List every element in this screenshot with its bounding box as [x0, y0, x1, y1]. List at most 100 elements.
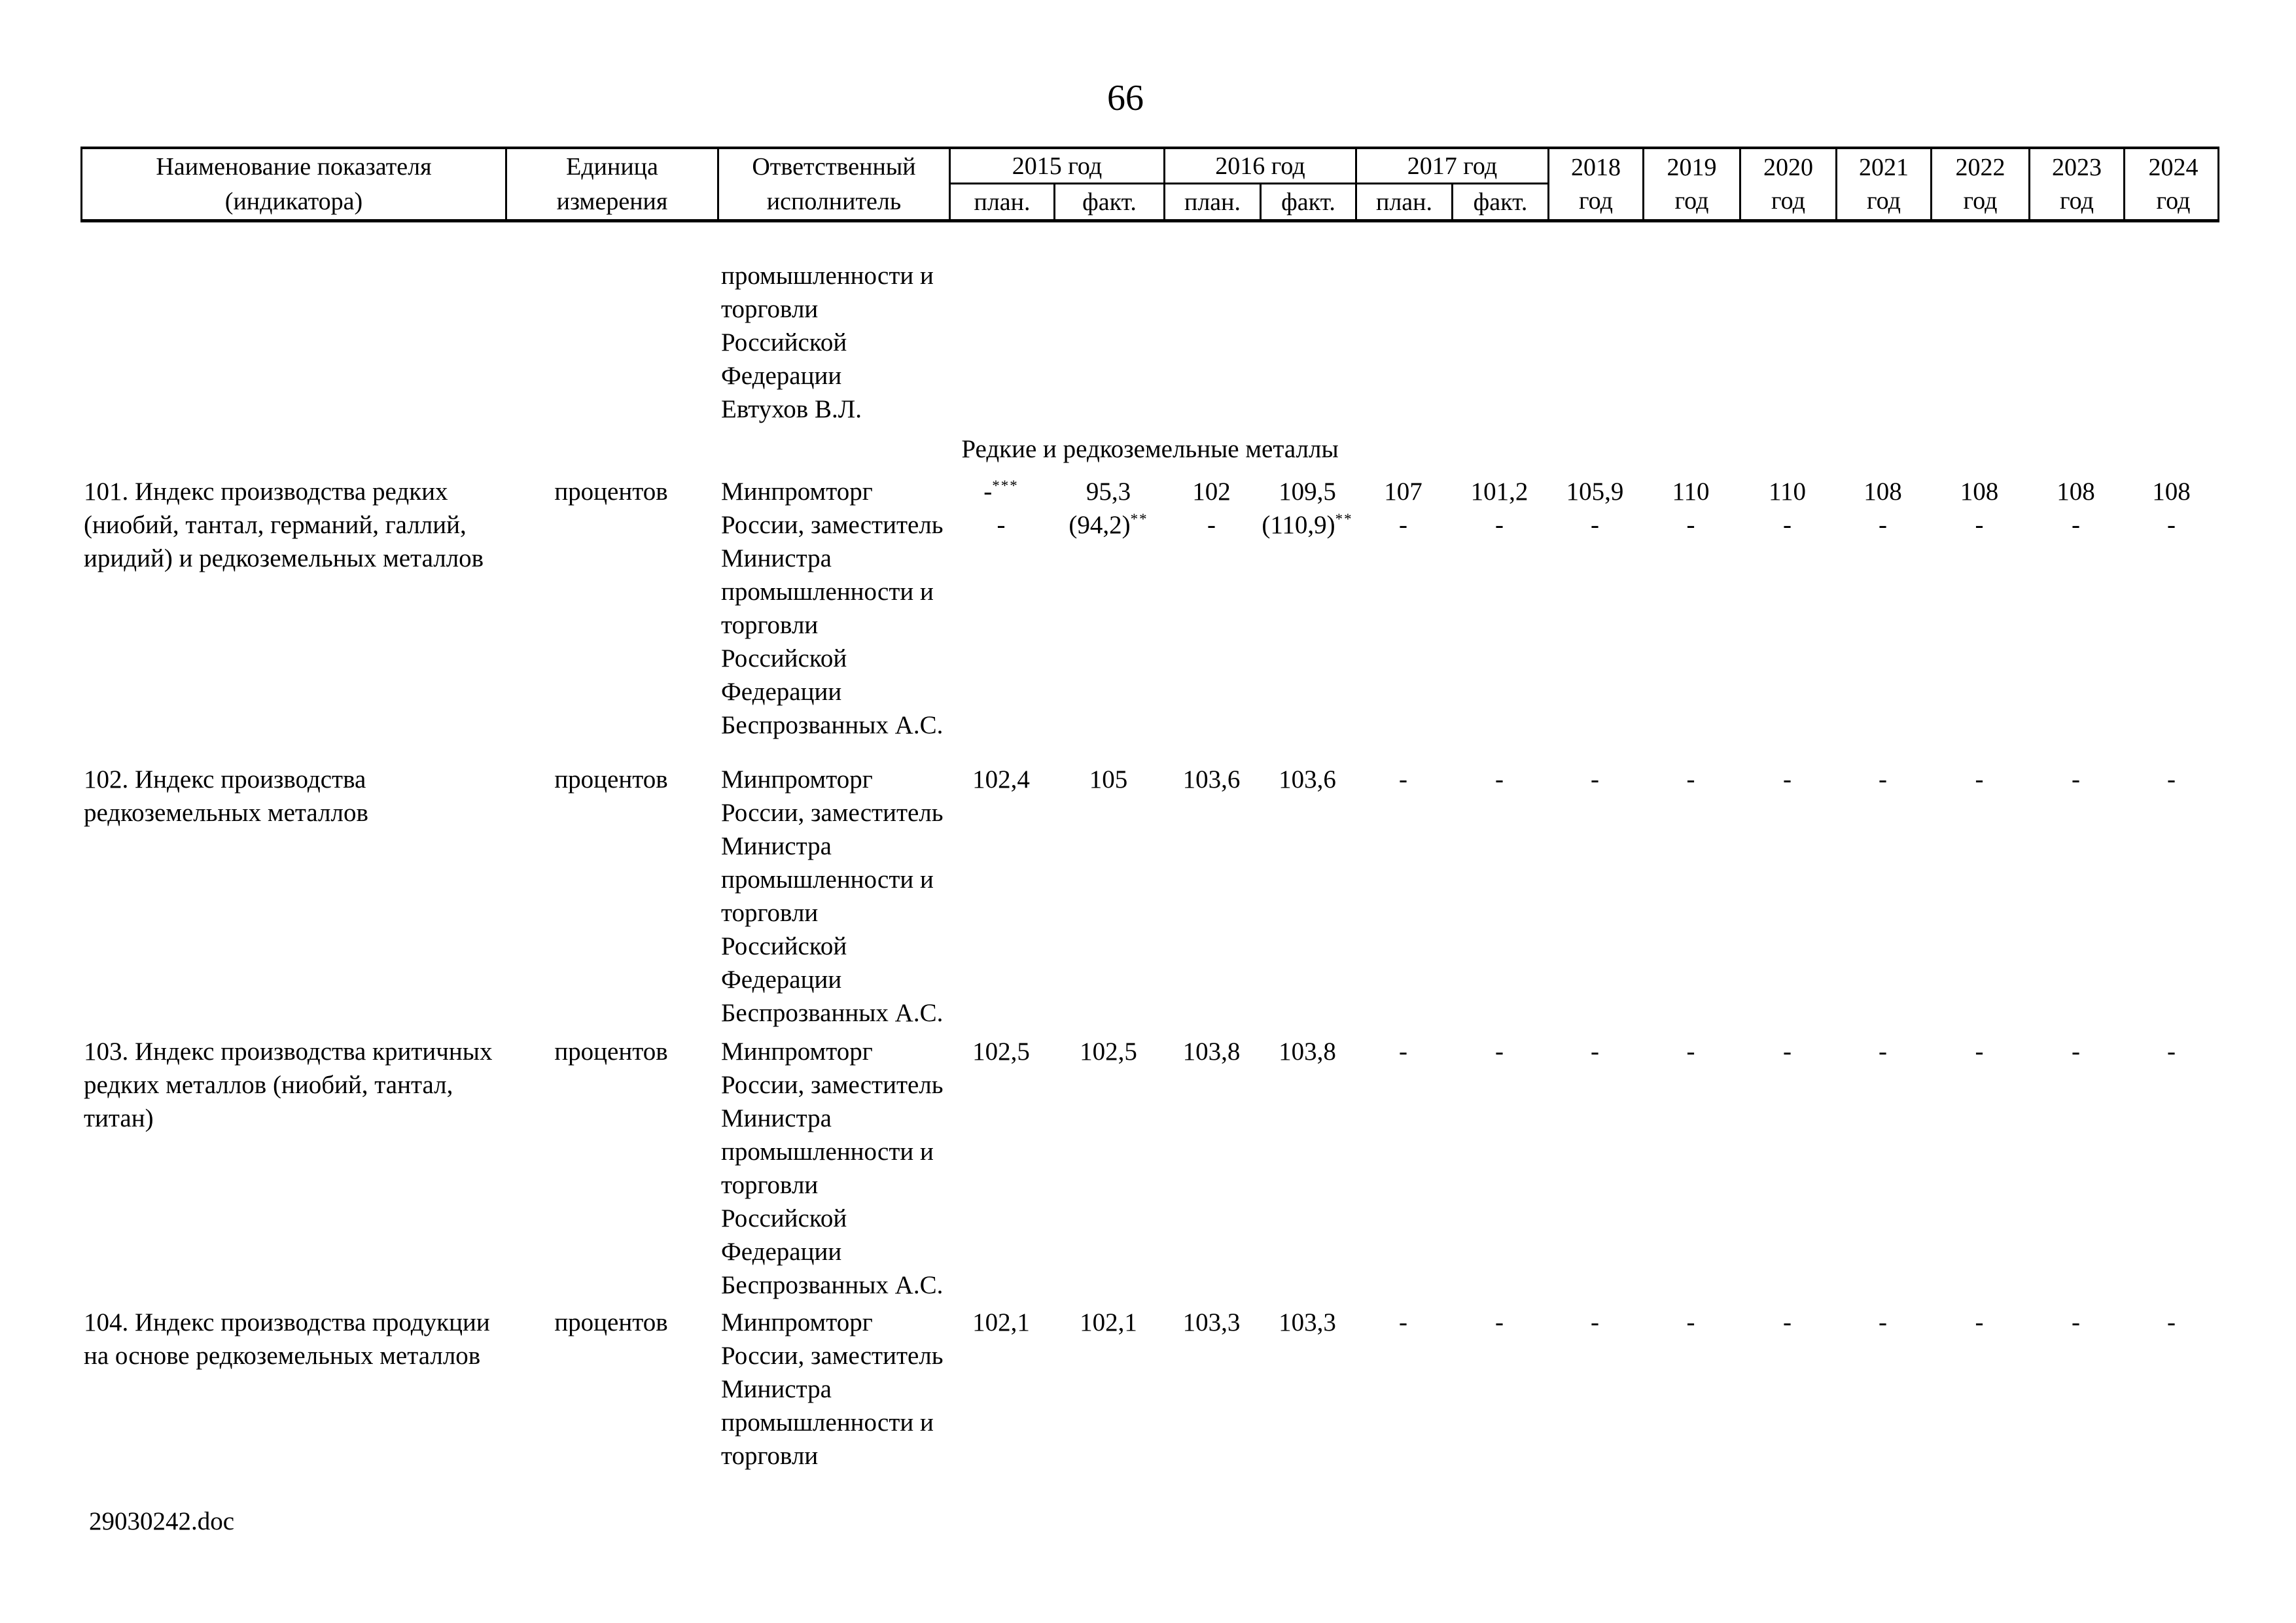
executor-line: Российской: [721, 328, 847, 357]
value-cell: -: [2167, 1308, 2176, 1336]
executor-line: торговли: [721, 295, 819, 323]
footnote-marker: **: [1335, 511, 1353, 527]
executor-cell: Минпромторг России, заместитель Министра пр…: [717, 763, 949, 1030]
value-cell: 110: [1672, 478, 1710, 506]
executor-line: Российской: [721, 644, 847, 672]
executor-line: Министра: [721, 1375, 832, 1403]
year-number: 2023: [2052, 154, 2102, 181]
indicator-row-103: 103. Индекс производства критичных редких…: [80, 1035, 2219, 1302]
value-cell: -: [1879, 1038, 1887, 1066]
header-year-2019: 2019 год: [1644, 149, 1741, 219]
indicator-row-101: 101. Индекс производства редких (ниобий, …: [80, 475, 2219, 742]
indicator-name-line: титан): [84, 1104, 154, 1132]
value-cell: -: [1686, 1038, 1695, 1066]
value-cell: 103,3: [1182, 1308, 1241, 1336]
value-cell: 103,6: [1182, 765, 1241, 794]
value-cell: -: [1591, 1308, 1599, 1336]
value-cell: -***: [983, 478, 1019, 506]
value-cell: -: [2072, 1308, 2080, 1336]
value-cell: 102,4: [972, 765, 1030, 794]
value-cell: 109,5: [1279, 478, 1336, 506]
header-year-2021: 2021 год: [1837, 149, 1932, 219]
header-unit: Единица измерения: [507, 149, 719, 219]
page-number: 66: [1107, 78, 1144, 118]
value-cell: -: [1495, 1038, 1504, 1066]
indicator-name-line: иридий) и редкоземельных металлов: [84, 544, 484, 572]
executor-line: Беспрозванных А.С.: [721, 1271, 944, 1299]
executor-line: промышленности и: [721, 262, 934, 290]
value-cell: 105,9: [1566, 478, 1624, 506]
value-cell: 105: [1089, 765, 1128, 794]
values-line-1: 102,4 105 103,6 103,6 - - - - - - - - -: [949, 763, 2219, 796]
header-plan-2015: план.: [951, 184, 1055, 219]
header-plan-2016: план.: [1165, 184, 1262, 219]
value-cell: -: [1495, 765, 1504, 794]
values-cell: 102,4 105 103,6 103,6 - - - - - - - - -: [949, 763, 2219, 796]
value-cell: -: [997, 511, 1006, 539]
header-fact-2016: факт.: [1262, 184, 1357, 219]
year-number: 2019: [1667, 154, 1717, 181]
value-cell: -: [1975, 765, 1984, 794]
executor-line: торговли: [721, 899, 819, 927]
header-year-2018: 2018 год: [1549, 149, 1644, 219]
executor-line: Министра: [721, 1104, 832, 1132]
indicator-name-line: на основе редкоземельных металлов: [84, 1342, 481, 1370]
header-fact-2015: факт.: [1055, 184, 1165, 219]
value-cell: 101,2: [1470, 478, 1528, 506]
value-cell: -: [1207, 511, 1216, 539]
values-line-1: -*** 95,3 102 109,5 107 101,2 105,9 110 110 108 10…: [949, 475, 2219, 508]
value-cell: -: [2167, 765, 2176, 794]
executor-line: промышленности и: [721, 578, 934, 606]
header-year-group-2016: 2016 год: [1165, 149, 1357, 184]
value-cell: -: [1975, 1038, 1984, 1066]
value-cell: 108: [1960, 478, 1999, 506]
year-word: год: [1867, 187, 1901, 215]
value-cell: -: [1975, 511, 1984, 539]
year-word: год: [2156, 187, 2191, 215]
header-year-2022: 2022 год: [1932, 149, 2030, 219]
executor-line: промышленности и: [721, 865, 934, 894]
header-year-2020: 2020 год: [1741, 149, 1837, 219]
value-cell: -: [1399, 765, 1407, 794]
value-cell: (94,2)**: [1069, 511, 1148, 539]
value-cell: 108: [2057, 478, 2095, 506]
executor-line: Минпромторг: [721, 765, 873, 794]
executor-line: Министра: [721, 832, 832, 860]
year-word: год: [2060, 187, 2094, 215]
value-cell: -: [1399, 1308, 1407, 1336]
indicator-name-line: 104. Индекс производства продукции: [84, 1308, 490, 1336]
value-cell: -: [2072, 511, 2080, 539]
value-cell: 108: [2152, 478, 2191, 506]
unit-cell: процентов: [554, 1038, 668, 1066]
executor-line: торговли: [721, 611, 819, 639]
year-word: год: [1963, 187, 1998, 215]
executor-cell: Минпромторг России, заместитель Министра пр…: [717, 1306, 949, 1473]
year-word: год: [1579, 187, 1613, 215]
indicator-row-102: 102. Индекс производства редкоземельных м…: [80, 763, 2219, 1030]
header-indicator-name: Наименование показателя (индикатора): [82, 149, 507, 219]
value-cell: -: [2167, 511, 2176, 539]
header-year-group-2017: 2017 год: [1357, 149, 1549, 184]
year-number: 2021: [1859, 154, 1909, 181]
indicator-name-line: 102. Индекс производства: [84, 765, 366, 794]
indicator-row-104: 104. Индекс производства продукции на осн…: [80, 1306, 2219, 1473]
value-cell: -: [1591, 765, 1599, 794]
executor-line: торговли: [721, 1171, 819, 1199]
executor-line: промышленности и: [721, 1408, 934, 1437]
value-cell: -: [1975, 1308, 1984, 1336]
header-year-2024: 2024 год: [2125, 149, 2221, 219]
unit-cell: процентов: [554, 765, 668, 794]
header-fact-2017: факт.: [1453, 184, 1549, 219]
value-cell: 102,1: [1080, 1308, 1137, 1336]
value-cell: 102,5: [972, 1038, 1030, 1066]
value-cell: -: [1879, 765, 1887, 794]
value-cell: -: [1591, 511, 1599, 539]
value-cell: 103,8: [1182, 1038, 1241, 1066]
value-cell: -: [2167, 1038, 2176, 1066]
indicator-name-cell: 102. Индекс производства редкоземельных м…: [80, 763, 505, 829]
executor-line: Беспрозванных А.С.: [721, 711, 944, 739]
executor-line: Минпромторг: [721, 1038, 873, 1066]
year-number: 2020: [1763, 154, 1813, 181]
year-number: 2022: [1955, 154, 2005, 181]
